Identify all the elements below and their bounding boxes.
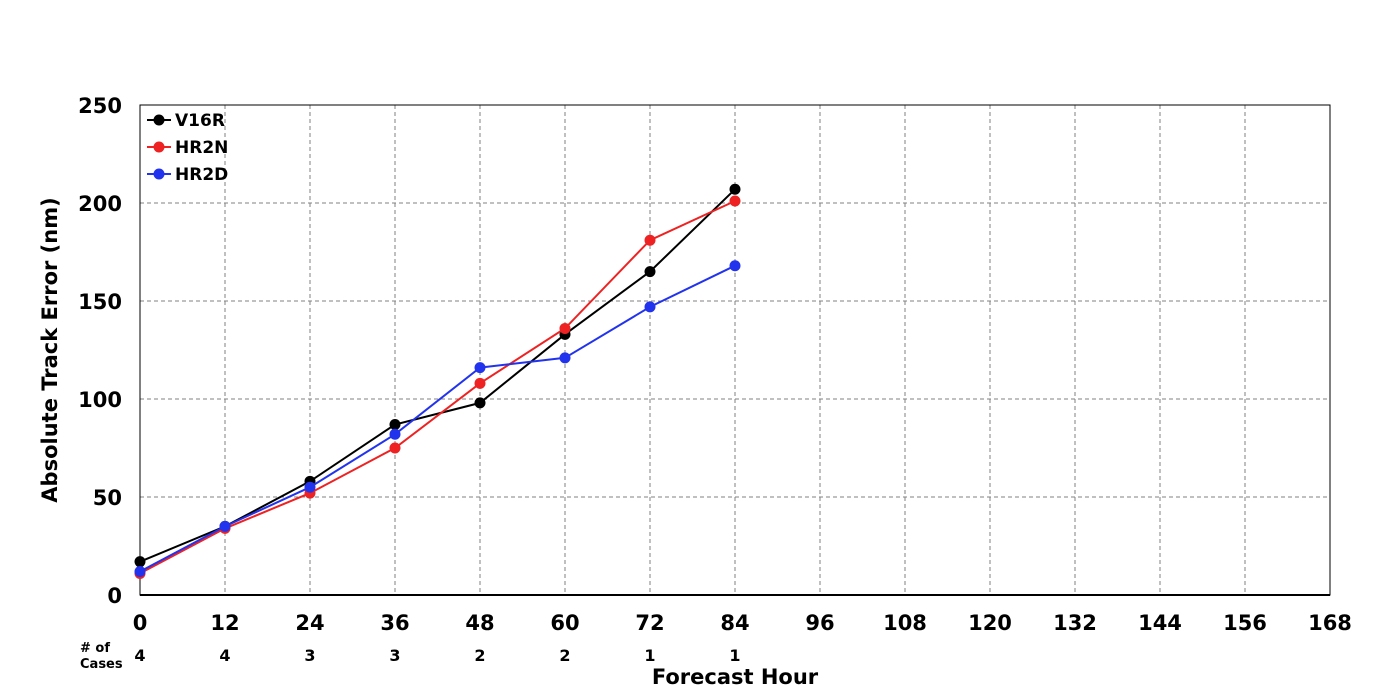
legend-entry-v16r: V16R	[147, 111, 225, 131]
cases-value: 1	[729, 646, 740, 665]
legend-label: HR2D	[175, 165, 228, 185]
cases-row: # of Cases 4 4 3 3 2 2 1 1	[80, 641, 741, 672]
data-point	[644, 301, 656, 313]
legend-label: V16R	[175, 111, 225, 131]
legend-swatch-marker	[153, 141, 165, 153]
cases-value: 3	[389, 646, 400, 665]
tick-labels: 0 50 100 150 200 250 0 12 24 36 48 60 72 84 96 108 120 13…	[78, 94, 1352, 635]
data-point	[644, 266, 656, 278]
data-point	[474, 362, 486, 374]
data-point	[134, 556, 146, 568]
x-tick-label: 72	[635, 611, 664, 635]
series-line	[139, 264, 736, 573]
data-point	[389, 418, 401, 430]
cases-label-line2: Cases	[80, 657, 123, 672]
y-tick-label: 150	[78, 290, 122, 314]
x-tick-label: 168	[1308, 611, 1352, 635]
x-tick-label: 48	[465, 611, 494, 635]
x-tick-label: 0	[133, 611, 148, 635]
data-point	[559, 322, 571, 334]
y-tick-label: 250	[78, 94, 122, 118]
y-tick-label: 0	[107, 584, 122, 608]
data-point	[644, 234, 656, 246]
x-tick-label: 24	[295, 611, 324, 635]
cases-value: 4	[134, 646, 145, 665]
data-point	[729, 260, 741, 272]
cases-value: 3	[304, 646, 315, 665]
cases-label-line1: # of	[80, 641, 110, 656]
data-point	[474, 377, 486, 389]
x-tick-label: 156	[1223, 611, 1267, 635]
series-line	[139, 200, 736, 575]
cases-value: 2	[559, 646, 570, 665]
x-tick-label: 120	[968, 611, 1012, 635]
x-tick-label: 144	[1138, 611, 1182, 635]
data-point	[134, 565, 146, 577]
series-hr2d	[134, 260, 741, 577]
y-tick-label: 100	[78, 388, 122, 412]
y-tick-label: 200	[78, 192, 122, 216]
data-point	[474, 397, 486, 409]
cases-value: 4	[219, 646, 230, 665]
y-axis-title: Absolute Track Error (nm)	[38, 197, 62, 502]
grid-lines	[140, 105, 1330, 595]
x-tick-label: 36	[380, 611, 409, 635]
data-point	[389, 442, 401, 454]
axes	[139, 104, 1331, 596]
legend: V16R HR2N HR2D	[147, 111, 228, 185]
y-tick-label: 50	[93, 486, 122, 510]
x-axis-title: Forecast Hour	[652, 665, 819, 689]
x-tick-label: 12	[210, 611, 239, 635]
data-point	[729, 195, 741, 207]
x-tick-label: 60	[550, 611, 579, 635]
x-tick-label: 108	[883, 611, 927, 635]
legend-entry-hr2d: HR2D	[147, 165, 228, 185]
data-point	[389, 428, 401, 440]
legend-label: HR2N	[175, 138, 228, 158]
legend-swatch-marker	[153, 168, 165, 180]
legend-swatch-marker	[153, 114, 165, 126]
data-point	[304, 481, 316, 493]
data-point	[729, 183, 741, 195]
legend-entry-hr2n: HR2N	[147, 138, 228, 158]
data-point	[559, 352, 571, 364]
data-point	[219, 520, 231, 532]
x-tick-label: 96	[805, 611, 834, 635]
x-tick-label: 132	[1053, 611, 1097, 635]
x-tick-label: 84	[720, 611, 749, 635]
cases-value: 1	[644, 646, 655, 665]
series-lines	[134, 183, 741, 579]
cases-value: 2	[474, 646, 485, 665]
